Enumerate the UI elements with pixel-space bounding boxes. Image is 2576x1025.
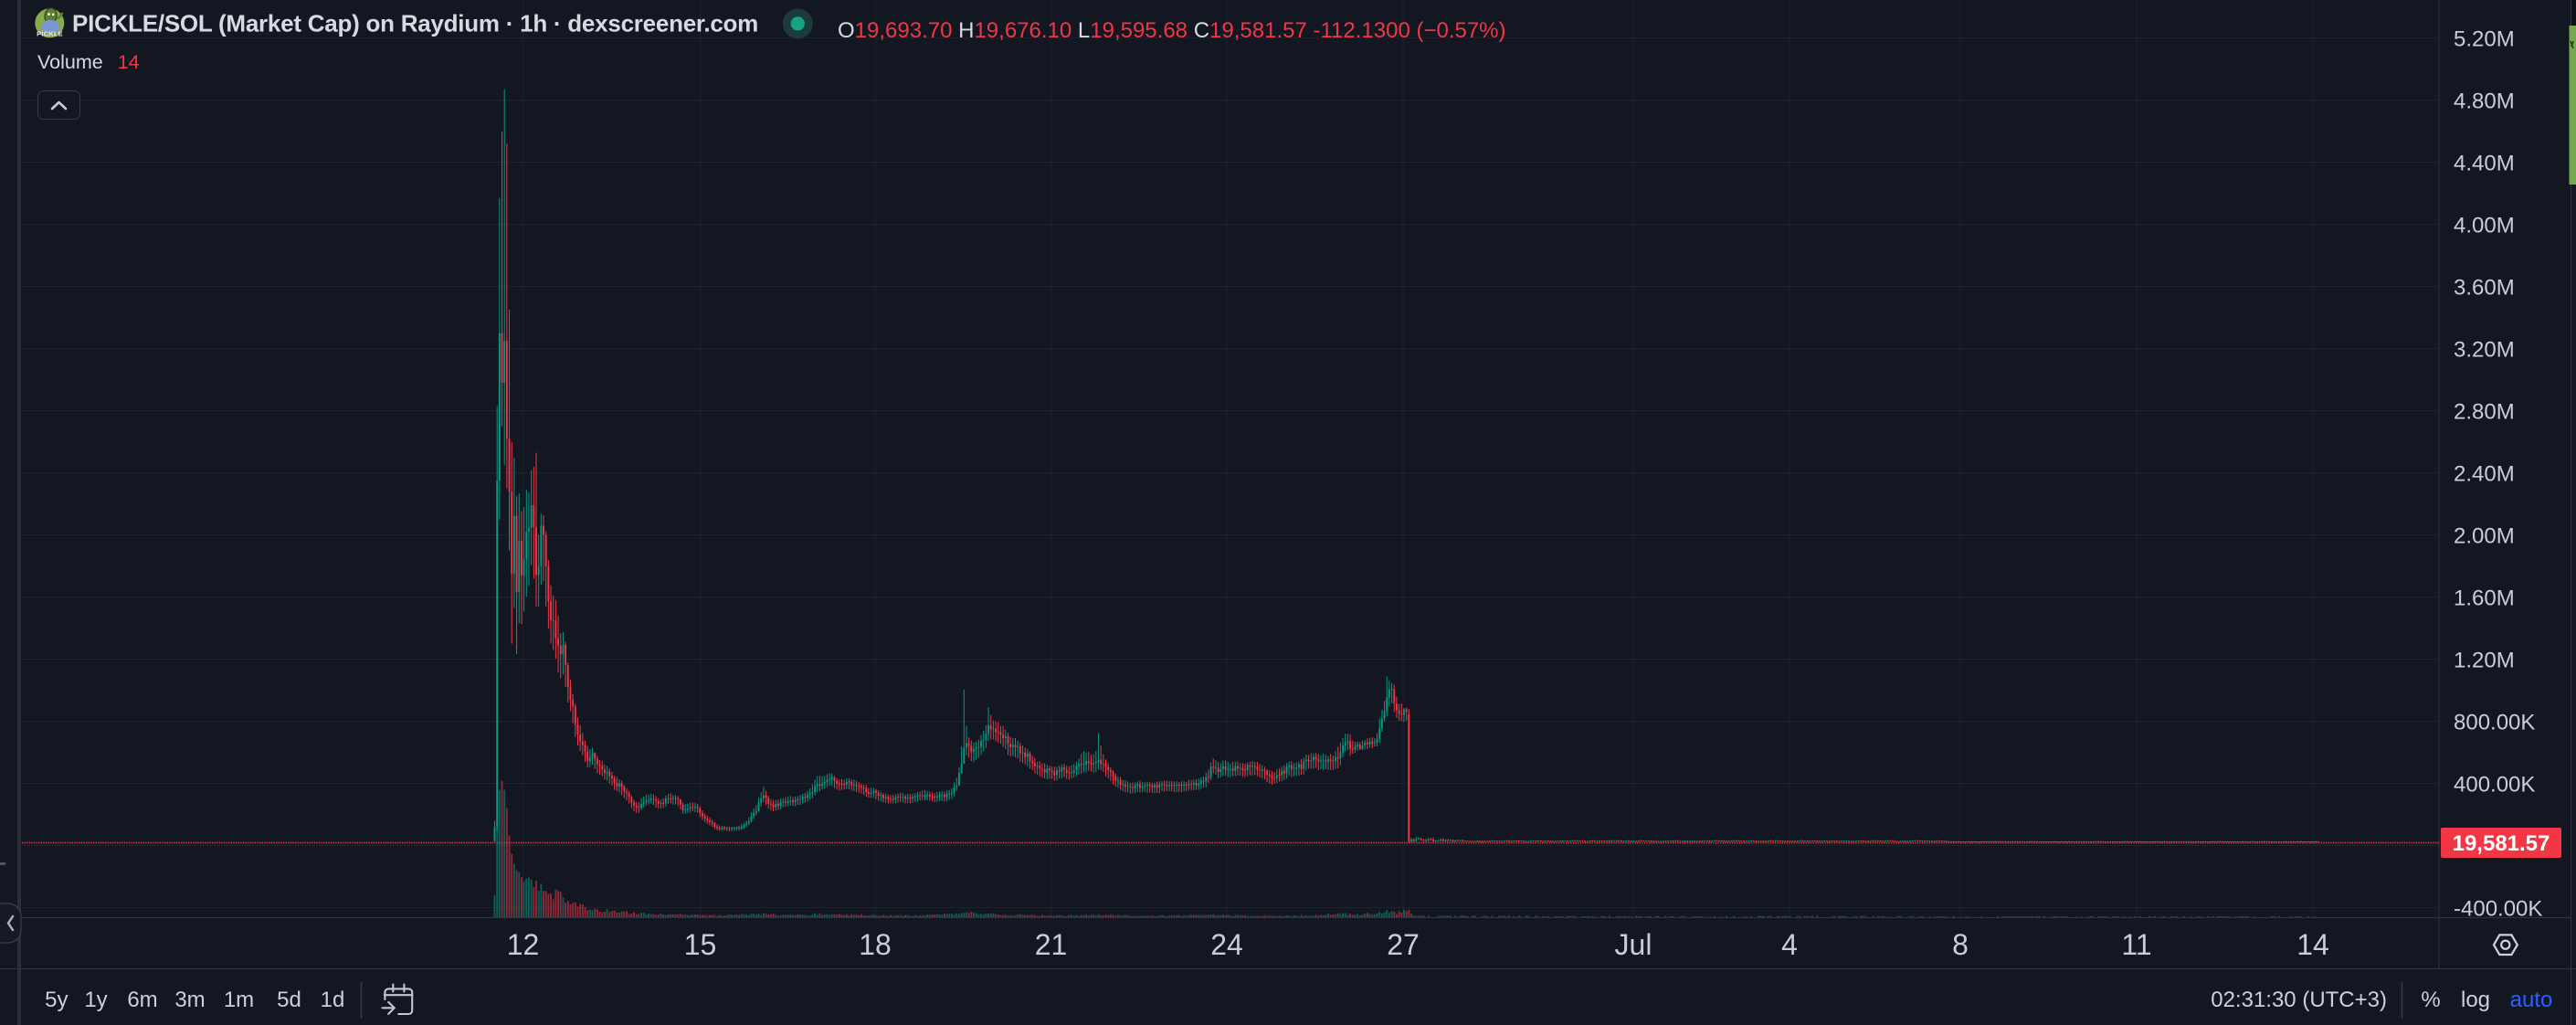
svg-text:Jul: Jul [1615, 928, 1652, 961]
svg-text:19,581.57: 19,581.57 [2453, 831, 2550, 856]
svg-text:3.60M: 3.60M [2454, 275, 2515, 300]
svg-text:auto: auto [2510, 988, 2553, 1012]
svg-text:6m: 6m [127, 988, 157, 1012]
svg-text:5y: 5y [45, 988, 68, 1012]
svg-text:Volume 14: Volume 14 [37, 51, 140, 73]
svg-text:4.00M: 4.00M [2454, 213, 2515, 238]
svg-text:1.60M: 1.60M [2454, 586, 2515, 610]
svg-text:21: 21 [1035, 928, 1068, 961]
svg-text:24: 24 [1210, 928, 1243, 961]
svg-text:log: log [2461, 988, 2490, 1012]
svg-text:1.20M: 1.20M [2454, 648, 2515, 672]
svg-text:1d: 1d [321, 988, 345, 1012]
svg-text:5.20M: 5.20M [2454, 26, 2515, 51]
svg-text:11: 11 [2121, 928, 2151, 961]
svg-text:12: 12 [507, 928, 540, 961]
svg-text:800.00K: 800.00K [2454, 710, 2535, 734]
svg-text:400.00K: 400.00K [2454, 772, 2535, 797]
svg-text:4.80M: 4.80M [2454, 89, 2515, 113]
svg-text:4: 4 [1781, 928, 1798, 961]
svg-text:-400.00K: -400.00K [2454, 896, 2542, 921]
svg-text:4.40M: 4.40M [2454, 151, 2515, 175]
svg-text:3m: 3m [174, 988, 205, 1012]
svg-text:15: 15 [684, 928, 717, 961]
svg-text:8: 8 [1952, 928, 1969, 961]
svg-text:27: 27 [1387, 928, 1420, 961]
svg-text:18: 18 [859, 928, 892, 961]
svg-text:1y: 1y [84, 988, 107, 1012]
svg-text:PICKLE: PICKLE [37, 30, 63, 38]
svg-text:3.20M: 3.20M [2454, 337, 2515, 362]
svg-text:1m: 1m [224, 988, 254, 1012]
svg-text:14: 14 [2296, 928, 2329, 961]
svg-text:2.40M: 2.40M [2454, 461, 2515, 486]
svg-text:2.00M: 2.00M [2454, 523, 2515, 548]
svg-text:PICKLE/SOL (Market Cap) on Ray: PICKLE/SOL (Market Cap) on Raydium · 1h … [72, 10, 758, 37]
svg-text:2.80M: 2.80M [2454, 399, 2515, 424]
svg-text:O19,693.70 H19,676.10 L19,595.: O19,693.70 H19,676.10 L19,595.68 C19,581… [838, 18, 1506, 43]
svg-text:02:31:30 (UTC+3): 02:31:30 (UTC+3) [2211, 988, 2387, 1012]
svg-text:%: % [2421, 988, 2440, 1012]
svg-text:5d: 5d [277, 988, 301, 1012]
